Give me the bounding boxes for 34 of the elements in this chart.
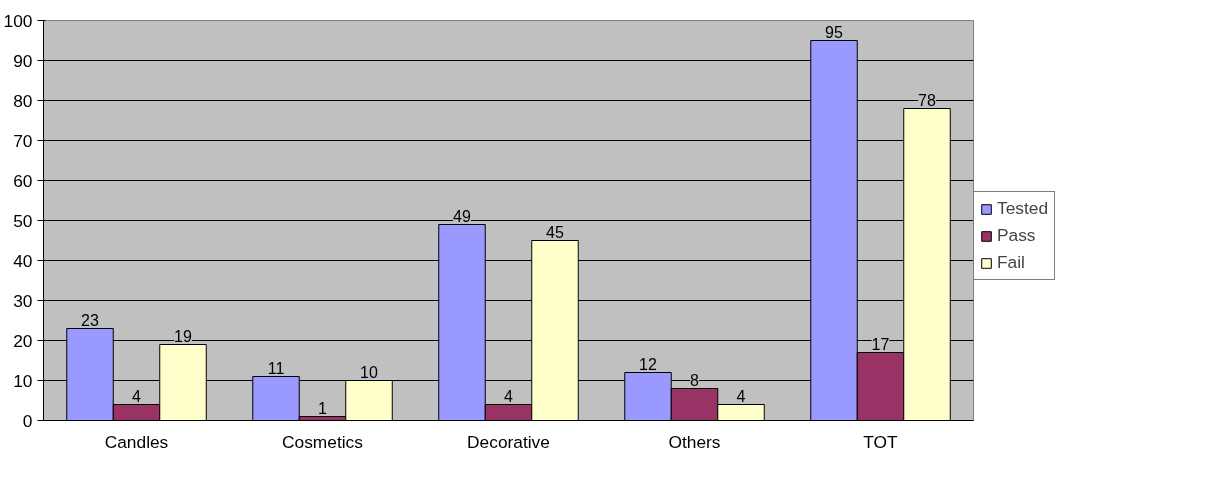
y-tick-label: 10 [13,370,33,391]
x-tick-label: Cosmetics [282,431,364,452]
data-label: 12 [639,355,657,373]
legend-label: Tested [997,198,1049,219]
y-tick-label: 80 [13,90,33,111]
y-tick-label: 0 [22,410,33,431]
y-tick-label: 40 [13,250,33,271]
y-tick-label: 100 [3,10,33,31]
legend-label: Pass [997,225,1036,246]
data-label: 10 [360,363,378,381]
y-tick-label: 20 [13,330,33,351]
data-label: 45 [546,223,564,241]
data-label: 23 [81,311,99,329]
data-label: 4 [504,387,514,405]
data-label: 19 [174,327,192,345]
data-label: 8 [690,371,700,389]
y-tick-label: 50 [13,210,33,231]
x-tick-label: Candles [104,431,169,452]
data-label: 11 [267,359,285,377]
data-label: 78 [918,91,936,109]
x-tick-label: TOT [863,431,899,452]
y-tick-label: 60 [13,170,33,191]
data-label: 49 [453,207,471,225]
x-tick-label: Others [668,431,721,452]
data-label: 1 [318,399,328,417]
data-label: 95 [825,23,843,41]
x-tick-label: Decorative [467,431,550,452]
y-tick-label: 70 [13,130,33,151]
legend-label: Fail [997,252,1025,273]
data-label: 17 [871,335,890,353]
y-tick-label: 90 [13,50,33,71]
data-label: 4 [736,387,746,405]
y-tick-label: 30 [13,290,33,311]
data-label: 4 [132,387,142,405]
